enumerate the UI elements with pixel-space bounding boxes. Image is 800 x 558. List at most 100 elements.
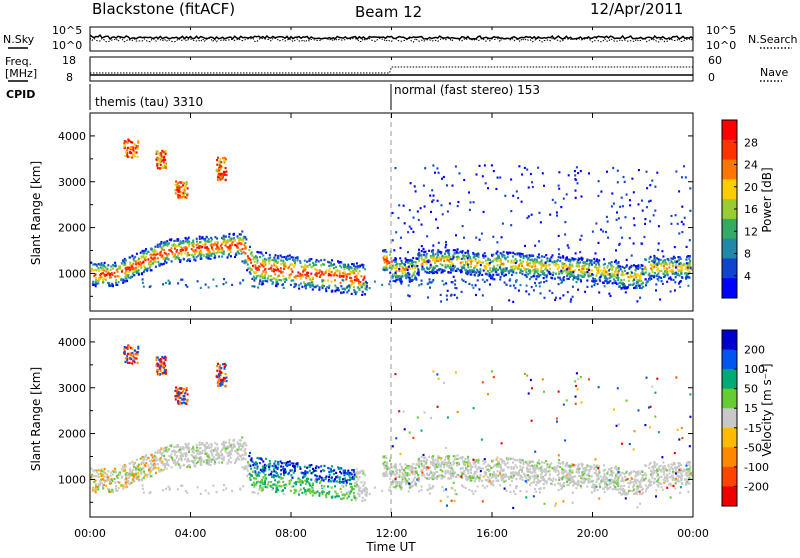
data-cell (467, 251, 469, 253)
data-cell (268, 268, 270, 270)
data-cell (300, 278, 302, 280)
data-cell (651, 269, 653, 271)
data-cell (273, 262, 275, 264)
data-cell (254, 261, 256, 263)
data-cell (291, 462, 293, 464)
data-cell (646, 171, 648, 173)
data-cell (151, 248, 153, 250)
data-cell (95, 485, 97, 487)
data-cell (134, 268, 136, 270)
data-cell (280, 267, 282, 269)
data-cell (426, 459, 428, 461)
data-cell (552, 274, 554, 276)
data-cell (524, 245, 526, 247)
data-cell (508, 272, 510, 274)
data-cell (464, 252, 466, 254)
data-cell (152, 262, 154, 264)
data-cell (493, 170, 495, 172)
data-cell (651, 275, 653, 277)
data-cell (437, 254, 439, 256)
data-cell (317, 285, 319, 287)
data-cell (327, 261, 329, 263)
data-cell (354, 276, 356, 278)
data-cell (639, 266, 641, 268)
data-cell (468, 283, 470, 285)
data-cell (423, 259, 425, 261)
data-cell (282, 477, 284, 479)
data-cell (619, 285, 621, 287)
data-cell (549, 290, 551, 292)
data-cell (359, 476, 361, 478)
data-cell (678, 263, 680, 265)
data-cell (156, 153, 158, 155)
data-cell (173, 255, 175, 257)
data-cell (440, 469, 442, 471)
data-cell (238, 458, 240, 460)
data-cell (261, 252, 263, 254)
data-cell (510, 210, 512, 212)
data-cell (204, 244, 206, 246)
data-cell (340, 285, 342, 287)
data-cell (233, 240, 235, 242)
data-cell (427, 296, 429, 298)
nave-label: Nave (760, 66, 788, 79)
data-cell (568, 174, 570, 176)
data-cell (284, 281, 286, 283)
data-cell (303, 487, 305, 489)
data-cell (685, 277, 687, 279)
data-cell (504, 257, 506, 259)
data-cell (533, 470, 535, 472)
data-cell (529, 468, 531, 470)
data-cell (334, 279, 336, 281)
data-cell (522, 273, 524, 275)
data-cell (497, 264, 499, 266)
data-cell (95, 279, 97, 281)
data-cell (178, 252, 180, 254)
data-cell (613, 203, 615, 205)
data-cell (580, 275, 582, 277)
data-cell (551, 277, 553, 279)
data-cell (548, 271, 550, 273)
data-cell (392, 277, 394, 279)
data-cell (131, 461, 133, 463)
data-cell (407, 294, 409, 296)
colorbar-tick-label: 28 (744, 136, 758, 149)
data-cell (566, 257, 568, 259)
data-cell (619, 471, 621, 473)
data-cell (432, 258, 434, 260)
data-cell (608, 269, 610, 271)
data-cell (296, 257, 298, 259)
data-cell (354, 268, 356, 270)
data-cell (551, 467, 553, 469)
data-cell (644, 218, 646, 220)
data-cell (219, 158, 221, 160)
data-cell (269, 254, 271, 256)
data-cell (150, 459, 152, 461)
colorbar-swatch (722, 160, 737, 180)
data-cell (252, 255, 254, 257)
data-cell (427, 261, 429, 263)
data-cell (668, 266, 670, 268)
data-cell (474, 274, 476, 276)
data-cell (430, 470, 432, 472)
data-cell (277, 489, 279, 491)
data-cell (492, 254, 494, 256)
data-cell (395, 279, 397, 281)
data-cell (187, 240, 189, 242)
data-cell (264, 269, 266, 271)
data-cell (633, 287, 635, 289)
data-cell (536, 465, 538, 467)
data-cell (305, 286, 307, 288)
data-cell (443, 283, 445, 285)
data-cell (278, 481, 280, 483)
data-cell (581, 465, 583, 467)
data-cell (421, 456, 423, 458)
data-cell (684, 272, 686, 274)
data-cell (206, 459, 208, 461)
data-cell (282, 283, 284, 285)
data-cell (526, 261, 528, 263)
data-cell (413, 261, 415, 263)
data-cell (566, 193, 568, 195)
data-cell (275, 254, 277, 256)
